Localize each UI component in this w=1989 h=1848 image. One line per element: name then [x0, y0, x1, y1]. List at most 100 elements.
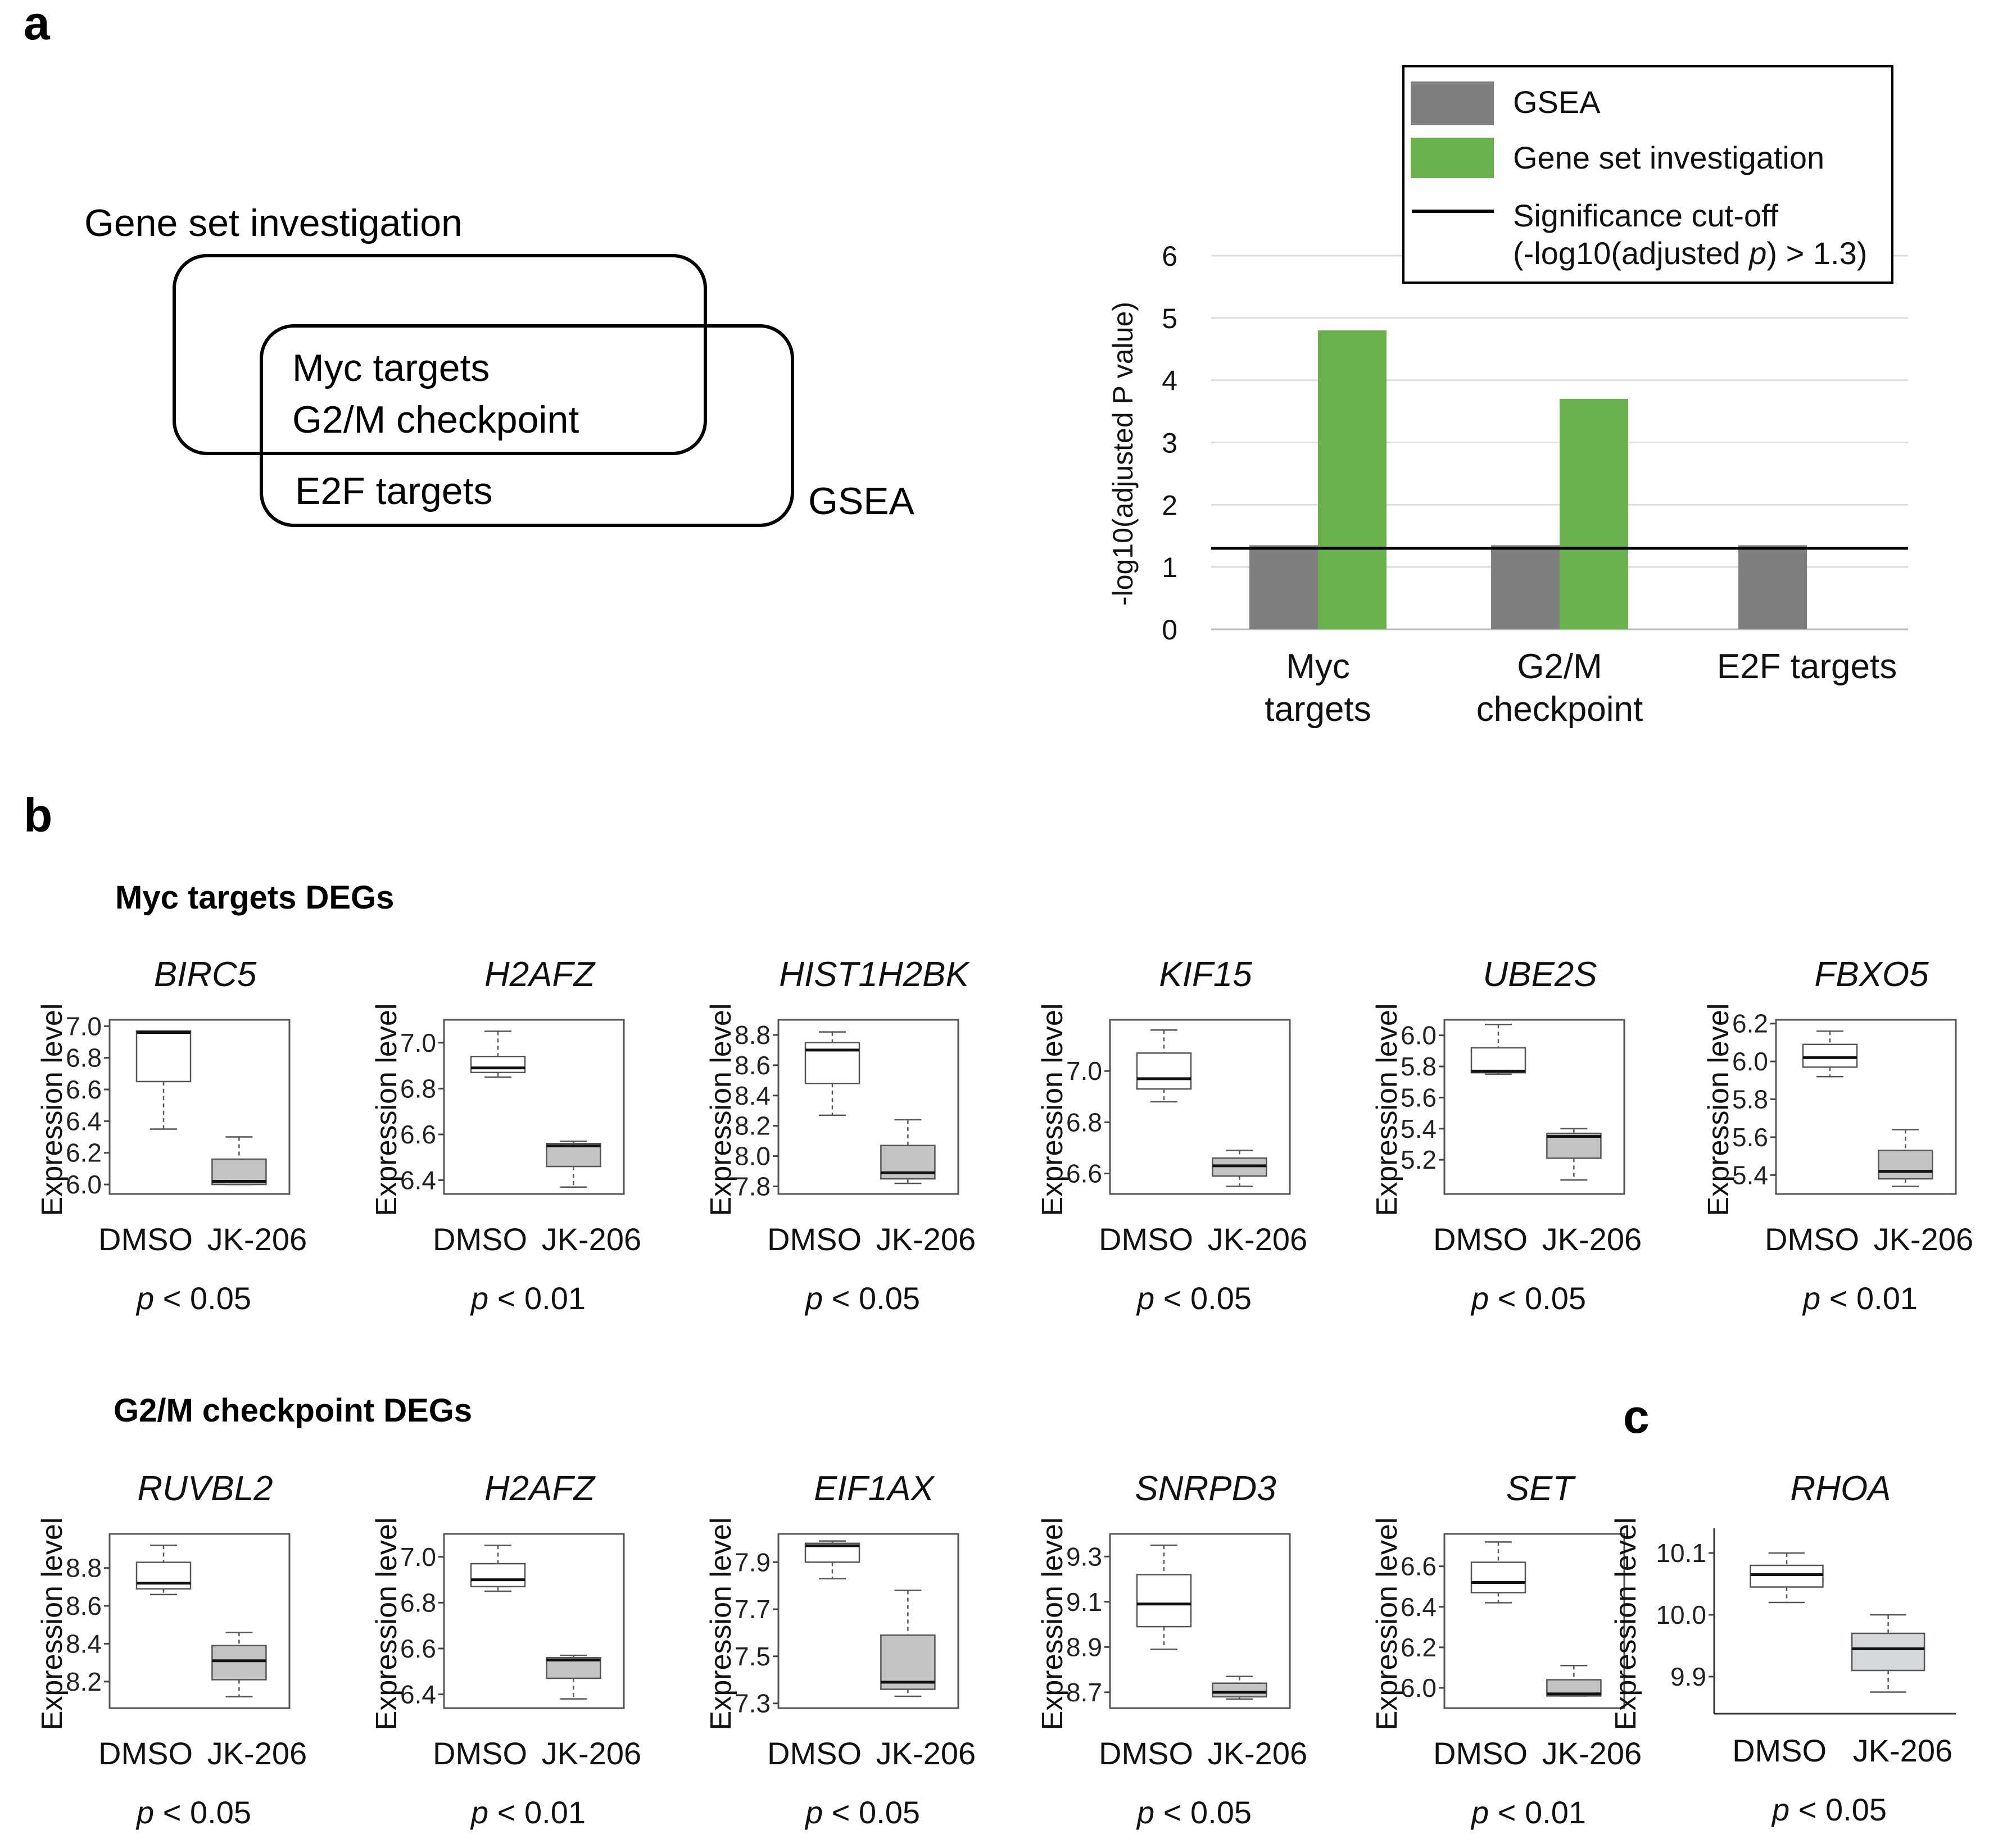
boxplot-frame [777, 1533, 959, 1709]
boxplot-ytick-label: 7.0 [400, 1542, 436, 1572]
legend-formula-part1: (-log10(adjusted [1513, 235, 1749, 271]
legend-label-gene-set-investigation: Gene set investigation [1513, 140, 1824, 175]
boxplot-ytick-label: 6.6 [1066, 1159, 1102, 1188]
boxplot-xlabel: JK-206 [1208, 1736, 1307, 1771]
boxplot-ylabel: Expression level [705, 1518, 737, 1731]
boxplot-pvalue: p < 0.01 [470, 1281, 586, 1316]
boxplot-title: SNRPD3 [1135, 1469, 1276, 1508]
boxplot-xlabel: JK-206 [1542, 1736, 1642, 1771]
pvalue-p: p [135, 1795, 154, 1830]
boxplot-xlabel: DMSO [1433, 1222, 1528, 1257]
venn-item-e2f-targets: E2F targets [295, 470, 493, 512]
box-jk-206 [880, 1590, 936, 1697]
box-iqr [1802, 1043, 1858, 1068]
boxplot-pvalue: p < 0.01 [470, 1795, 586, 1830]
boxplot-ytick-label: 6.4 [66, 1106, 102, 1136]
pvalue-threshold: < 0.05 [1789, 1792, 1887, 1827]
box-iqr [135, 1030, 192, 1083]
boxplot-ytick-label: 8.9 [1066, 1632, 1102, 1661]
pvalue-p: p [1771, 1792, 1789, 1827]
boxplot-ytick-label: 9.9 [1670, 1662, 1706, 1691]
bar-ytick-label: 1 [1162, 552, 1177, 583]
boxplot-title: BIRC5 [154, 955, 257, 994]
bar-category-label: Myc [1286, 647, 1350, 686]
box-dmso [1136, 1544, 1192, 1650]
box-iqr [1136, 1574, 1192, 1628]
boxplot-ytick-label: 6.8 [66, 1043, 102, 1073]
box-dmso [135, 1030, 192, 1130]
boxplot-ytick-label: 9.1 [1066, 1587, 1102, 1617]
legend-formula-p: p [1748, 235, 1766, 271]
boxplot-ytick-label: 5.8 [1401, 1052, 1437, 1081]
boxplot-ytick-label: 6.6 [400, 1634, 436, 1663]
legend-swatch-gene-set-investigation [1411, 138, 1494, 178]
boxplot-ytick-label: 5.8 [1732, 1085, 1768, 1114]
box-iqr [1136, 1052, 1192, 1090]
venn-set-gene-set-investigation [173, 254, 707, 455]
boxplot-pvalue: p < 0.05 [804, 1281, 920, 1316]
bar-gsea-2 [1738, 545, 1807, 629]
boxplot-ytick-label: 5.4 [1732, 1160, 1768, 1189]
boxplot-xlabel: DMSO [767, 1222, 862, 1257]
boxplot-ytick-label: 6.2 [1401, 1633, 1437, 1662]
boxplot-xlabel: DMSO [433, 1222, 527, 1257]
box-iqr [1212, 1682, 1267, 1698]
bar-gene-set-investigation-0 [1318, 330, 1387, 629]
boxplot-xlabel: DMSO [98, 1736, 193, 1771]
venn-item-g2m-checkpoint: G2/M checkpoint [292, 398, 579, 441]
legend-label-significance: Significance cut-off [1513, 198, 1779, 233]
boxplot-ytick-label: 8.8 [66, 1554, 102, 1583]
box-dmso [470, 1545, 526, 1592]
boxplot-title: H2AFZ [484, 1469, 596, 1508]
boxplot-ytick-label: 6.0 [1732, 1047, 1768, 1076]
boxplot-xlabel: JK-206 [876, 1736, 976, 1771]
boxplot-ytick-label: 6.0 [1401, 1673, 1437, 1702]
box-iqr [1878, 1150, 1933, 1180]
boxplot-ylabel: Expression level [36, 1004, 69, 1216]
boxplot-frame [1443, 1533, 1625, 1709]
bar-category-label: checkpoint [1476, 690, 1643, 729]
box-dmso [804, 1031, 860, 1116]
boxplot-ytick-label: 8.6 [66, 1591, 102, 1620]
boxplot-title: H2AFZ [484, 955, 596, 994]
box-iqr [804, 1042, 860, 1084]
pvalue-threshold: < 0.01 [488, 1795, 586, 1830]
box-iqr [211, 1645, 267, 1681]
boxplot-ytick-label: 6.8 [1066, 1107, 1102, 1137]
boxplot-ytick-label: 9.3 [1066, 1542, 1102, 1571]
pvalue-threshold: < 0.05 [823, 1795, 920, 1830]
boxplot-ytick-label: 10.1 [1656, 1538, 1706, 1568]
boxplot-ytick-label: 6.6 [400, 1120, 436, 1149]
box-dmso [1470, 1541, 1526, 1604]
boxplot-pvalue: p < 0.05 [1771, 1792, 1887, 1827]
panel-label-a: a [24, 0, 51, 49]
boxplot-xlabel: JK-206 [1853, 1733, 1952, 1768]
pvalue-threshold: < 0.05 [1154, 1795, 1252, 1830]
boxplot-xlabel: DMSO [1433, 1736, 1528, 1771]
boxplot-frame [108, 1019, 291, 1195]
venn-set-gsea [260, 324, 794, 527]
boxplot-title: HIST1H2BK [779, 955, 970, 994]
boxplot-xlabel: JK-206 [1874, 1222, 1973, 1257]
pvalue-threshold: < 0.05 [1154, 1281, 1252, 1316]
pvalue-p: p [804, 1795, 823, 1830]
box-dmso [804, 1540, 860, 1579]
boxplot-ytick-label: 7.0 [66, 1011, 102, 1041]
pvalue-p: p [1136, 1281, 1154, 1316]
box-jk-206 [1851, 1614, 1925, 1693]
pvalue-threshold: < 0.05 [154, 1281, 251, 1316]
boxplot-xlabel: JK-206 [1208, 1222, 1307, 1257]
box-iqr [470, 1056, 526, 1074]
pvalue-threshold: < 0.05 [823, 1281, 920, 1316]
boxplot-ytick-label: 6.8 [400, 1588, 436, 1617]
boxplot-title: SET [1506, 1469, 1576, 1508]
boxplot-xlabel: JK-206 [542, 1222, 641, 1257]
boxplot-ytick-label: 6.4 [400, 1166, 436, 1195]
boxplot-xlabel: JK-206 [1542, 1222, 1642, 1257]
pvalue-threshold: < 0.01 [1489, 1795, 1586, 1830]
bar-chart: 0 1 2 3 4 5 6 -log10(adjusted P value) Myc target… [1107, 240, 1908, 729]
